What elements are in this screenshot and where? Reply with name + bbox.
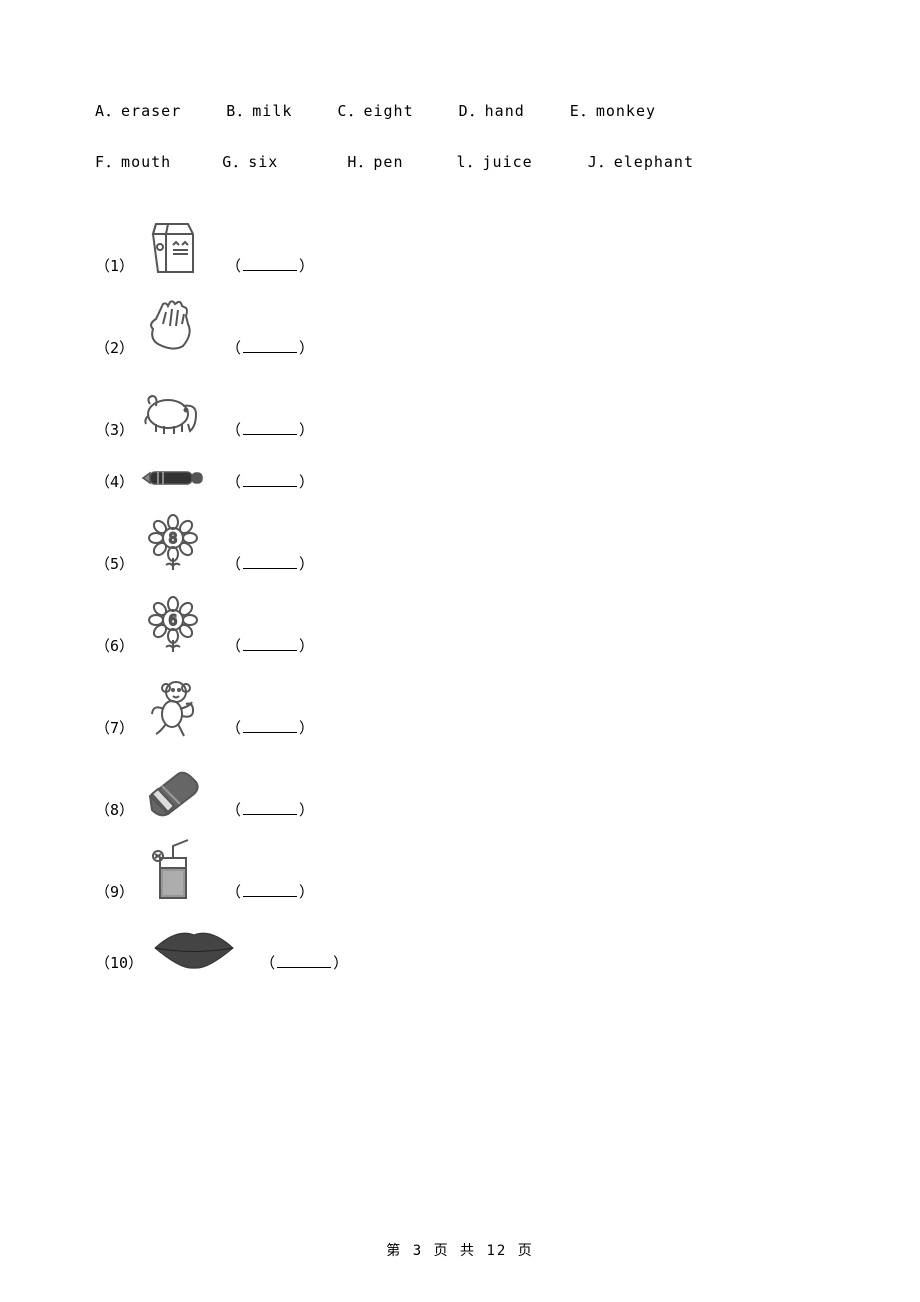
opt-word: juice	[483, 153, 533, 171]
q-num: （3）	[95, 419, 134, 446]
juice-icon	[138, 838, 208, 908]
svg-text:6: 6	[169, 613, 177, 629]
milk-carton-icon	[138, 212, 208, 282]
option-c: C．eight	[337, 100, 413, 121]
q-num: （9）	[95, 881, 134, 908]
eraser-icon	[138, 756, 208, 826]
answer-blank[interactable]: （）	[226, 419, 314, 446]
opt-word: six	[248, 153, 278, 171]
q-num: （10）	[95, 952, 143, 975]
footer-mid: 页 共	[434, 1243, 476, 1259]
question-2: （2） （）	[95, 294, 825, 364]
option-e: E．monkey	[570, 100, 656, 121]
opt-letter: E	[570, 102, 580, 120]
opt-word: milk	[252, 102, 292, 120]
opt-word: eight	[363, 102, 413, 120]
q-num: （7）	[95, 717, 134, 744]
question-1: （1） （）	[95, 212, 825, 282]
option-i: l．juice	[456, 151, 532, 172]
q-num: （6）	[95, 635, 134, 662]
answer-blank[interactable]: （）	[226, 799, 314, 826]
opt-letter: A	[95, 102, 105, 120]
options-row-2: F．mouth G．six H．pen l．juice J．elephant	[95, 151, 825, 172]
question-9: （9） （）	[95, 838, 825, 908]
footer-prefix: 第	[386, 1243, 402, 1259]
elephant-icon	[138, 376, 208, 446]
flower-8-icon: 8	[138, 510, 208, 580]
opt-letter: l	[456, 153, 466, 171]
option-h: H．pen	[347, 151, 403, 172]
page-footer: 第 3 页 共 12 页	[0, 1240, 920, 1260]
opt-letter: G	[222, 153, 232, 171]
opt-word: mouth	[121, 153, 171, 171]
opt-word: elephant	[614, 153, 694, 171]
option-f: F．mouth	[95, 151, 171, 172]
opt-letter: C	[337, 102, 347, 120]
option-a: A．eraser	[95, 100, 181, 121]
answer-blank[interactable]: （）	[260, 952, 348, 975]
flower-6-icon: 6	[138, 592, 208, 662]
answer-blank[interactable]: （）	[226, 255, 314, 282]
question-10: （10） （）	[95, 920, 825, 975]
q-num: （4）	[95, 471, 134, 498]
option-b: B．milk	[226, 100, 292, 121]
opt-word: hand	[485, 102, 525, 120]
mouth-icon	[147, 920, 242, 975]
q-num: （8）	[95, 799, 134, 826]
footer-suffix: 页	[518, 1243, 534, 1259]
monkey-icon	[138, 674, 208, 744]
q-num: （2）	[95, 337, 134, 364]
answer-blank[interactable]: （）	[226, 717, 314, 744]
question-7: （7） （）	[95, 674, 825, 744]
question-3: （3） （）	[95, 376, 825, 446]
opt-word: monkey	[596, 102, 656, 120]
opt-letter: H	[347, 153, 357, 171]
question-6: （6） 6 （）	[95, 592, 825, 662]
opt-word: eraser	[121, 102, 181, 120]
q-num: （5）	[95, 553, 134, 580]
opt-letter: F	[95, 153, 105, 171]
answer-blank[interactable]: （）	[226, 881, 314, 908]
question-4: （4） （）	[95, 458, 825, 498]
opt-letter: B	[226, 102, 236, 120]
pen-icon	[138, 458, 208, 498]
question-5: （5） 8 （）	[95, 510, 825, 580]
footer-total: 12	[486, 1243, 507, 1259]
hand-icon	[138, 294, 208, 364]
opt-word: pen	[373, 153, 403, 171]
option-d: D．hand	[459, 100, 525, 121]
option-g: G．six	[222, 151, 278, 172]
options-row-1: A．eraser B．milk C．eight D．hand E．monkey	[95, 100, 825, 121]
opt-letter: J	[588, 153, 598, 171]
option-j: J．elephant	[588, 151, 694, 172]
opt-letter: D	[459, 102, 469, 120]
answer-blank[interactable]: （）	[226, 553, 314, 580]
answer-blank[interactable]: （）	[226, 471, 314, 498]
answer-blank[interactable]: （）	[226, 337, 314, 364]
answer-blank[interactable]: （）	[226, 635, 314, 662]
svg-text:8: 8	[169, 531, 177, 547]
footer-page: 3	[413, 1243, 423, 1259]
q-num: （1）	[95, 255, 134, 282]
question-8: （8） （）	[95, 756, 825, 826]
